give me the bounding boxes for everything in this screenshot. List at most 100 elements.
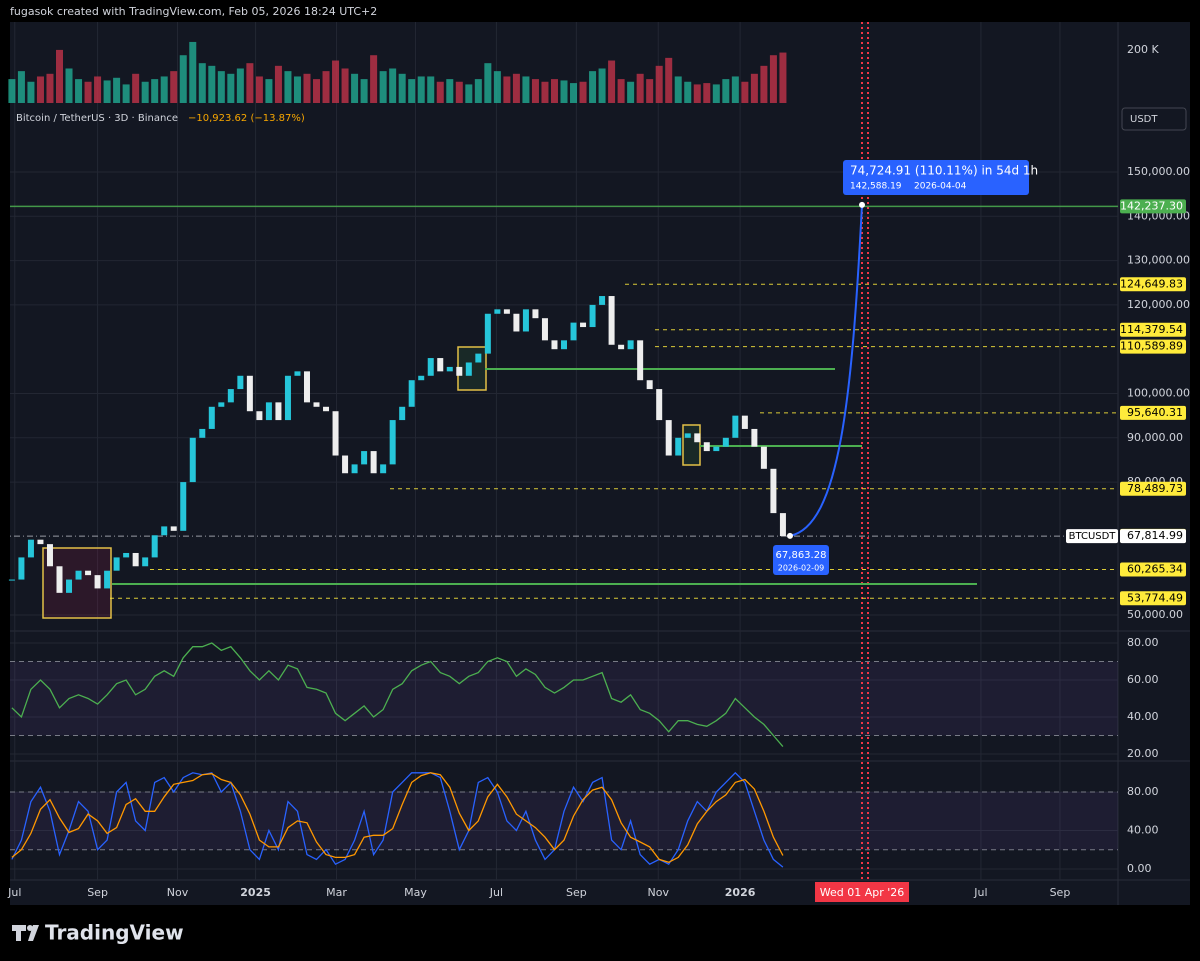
candle [256,411,263,421]
volume-bar [712,84,720,103]
chart-title: Bitcoin / TetherUS · 3D · Binance [16,113,178,124]
candle [741,415,748,429]
volume-bar [313,79,321,103]
candle [218,402,225,407]
volume-bar [455,81,463,103]
volume-bar [227,73,235,103]
chart-area [10,22,1190,905]
candle [342,455,349,474]
stoch-line [11,772,784,863]
volume-bar [512,73,520,103]
candle [437,358,444,372]
volume-bar [389,68,397,103]
level-label: 124,649.83 [1120,277,1183,290]
candle [665,420,672,456]
candle [370,451,377,474]
candle [694,433,701,443]
candle [199,428,206,438]
volume-bar [636,73,644,103]
candle [132,552,139,567]
candle [684,433,691,438]
volume-bar [579,81,587,103]
volume-bar [132,73,140,103]
volume-bar [484,63,492,103]
volume-bar [693,84,701,103]
y-tick-label: 200 K [1127,43,1159,56]
volume-bar [332,60,340,103]
volume-bar [75,79,83,103]
volume-bar [379,71,387,103]
volume-bar [465,84,473,103]
volume-bar [617,79,625,103]
projection-summary: 74,724.91 (110.11%) in 54d 1h [850,164,1038,178]
candle [180,482,187,531]
candle [541,318,548,341]
candle [779,513,786,537]
volume-bar [408,79,416,103]
volume-bar [646,79,654,103]
candle [123,552,130,558]
volume-bar [608,60,616,103]
projection-point [859,201,865,208]
volume-bar [370,55,378,103]
volume-bar [65,68,73,103]
level-label-box [1120,405,1186,420]
candle [513,313,520,332]
volume-bar [8,79,16,103]
volume-bar [27,81,35,103]
candle [503,309,510,314]
volume-bar [322,71,330,103]
candle [56,566,63,593]
volume-bar [360,79,368,103]
candle [161,526,168,536]
projection-box [843,160,1029,195]
candle [27,539,34,558]
y-tick-label: 90,000.00 [1127,431,1183,444]
level-label: 53,774.49 [1127,591,1183,604]
volume-bar [17,71,25,103]
current-price-label: 67,814.99 [1127,529,1183,542]
crosshair-date-box [815,882,909,902]
volume-bar [674,76,682,103]
candle [637,340,644,381]
volume-bar [655,65,663,103]
candle [465,362,472,376]
volume-bar [703,83,711,103]
volume-bar [265,79,273,103]
candle [351,464,358,474]
zone-box [457,346,487,391]
candle [418,375,425,381]
footer-brand: TradingView [45,921,184,945]
candle [770,468,777,514]
candle [142,557,149,567]
candle [675,437,682,456]
level-label-box [1120,562,1186,577]
candle [475,353,482,363]
symbol-label: BTCUSDT [1069,531,1117,542]
projection-curve [789,204,863,537]
y-tick-label: 0.00 [1127,862,1152,875]
volume-bar [255,76,263,103]
rsi-line [11,642,784,748]
candle [760,446,767,469]
volume-bar [198,63,206,103]
candle [284,375,291,421]
currency-label: USDT [1130,114,1158,125]
level-label: 78,489.73 [1127,482,1183,495]
volume-bar [113,77,121,103]
candle [561,340,567,350]
candle [618,344,625,350]
volume-bar [522,76,530,103]
candle [361,451,368,465]
volume-bar [417,76,425,103]
volume-bar [503,76,511,103]
candle [751,428,758,447]
x-tick-label: Jul [489,886,503,899]
projection-target-date: 2026-04-04 [914,182,967,192]
volume-bar [741,81,749,103]
candle [646,380,653,390]
candle [494,309,501,314]
origin-date: 2026-02-09 [778,564,825,573]
candle [46,544,53,567]
